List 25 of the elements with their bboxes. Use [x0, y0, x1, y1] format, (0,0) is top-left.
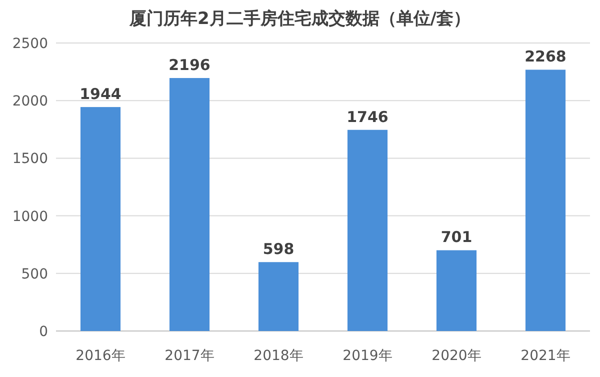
data-label: 2196 [168, 56, 210, 74]
data-label: 2268 [524, 48, 566, 66]
bar [258, 262, 299, 331]
data-label: 701 [440, 228, 472, 246]
y-tick-label: 0 [39, 324, 48, 340]
bar [169, 78, 210, 331]
data-label: 598 [262, 240, 294, 258]
y-tick-label: 500 [21, 266, 48, 282]
data-label: 1944 [80, 85, 122, 104]
x-tick-label: 2016年 [76, 348, 126, 364]
x-tick-label: 2020年 [432, 348, 482, 364]
bar [80, 107, 121, 331]
bar [436, 250, 477, 331]
data-label: 1746 [346, 108, 388, 126]
y-tick-label: 2000 [12, 94, 48, 110]
chart-title: 厦门历年2月二手房住宅成交数据（单位/套） [128, 9, 471, 29]
x-tick-label: 2018年 [254, 348, 304, 364]
y-tick-label: 1000 [12, 208, 48, 225]
x-tick-label: 2017年 [164, 348, 214, 364]
y-tick-label: 2500 [12, 36, 48, 52]
x-tick-label: 2019年 [342, 348, 392, 364]
x-tick-label: 2021年 [520, 348, 570, 364]
bar [347, 130, 388, 331]
y-tick-label: 1500 [12, 151, 48, 168]
bar [525, 70, 566, 331]
